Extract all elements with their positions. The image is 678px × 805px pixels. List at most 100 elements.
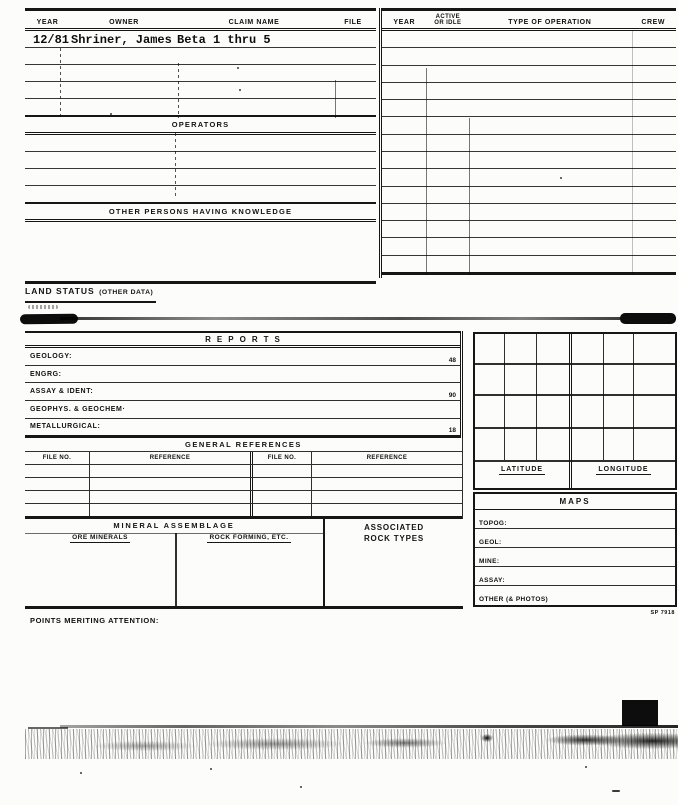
scan-speck bbox=[237, 67, 239, 69]
entry-owner: Shriner, James bbox=[71, 33, 172, 47]
scan-line-artifact bbox=[469, 118, 470, 275]
associated-rock-types-label-line1: ASSOCIATED bbox=[364, 522, 424, 532]
grid-line bbox=[475, 394, 675, 396]
maps-row-mine: MINE: bbox=[475, 548, 675, 567]
scan-line-artifact bbox=[60, 725, 678, 728]
marker-line bbox=[60, 317, 676, 320]
mineral-assemblage-left: MINERAL ASSEMBLAGE ORE MINERALS ROCK FOR… bbox=[25, 519, 323, 606]
claims-row bbox=[25, 82, 376, 99]
grid-line bbox=[504, 334, 505, 460]
general-references-row bbox=[25, 464, 462, 478]
operations-row bbox=[382, 204, 676, 222]
scan-line-artifact bbox=[426, 68, 427, 275]
operations-row bbox=[382, 83, 676, 101]
operations-row bbox=[382, 169, 676, 187]
report-row-number: 90 bbox=[448, 392, 456, 400]
operations-row bbox=[382, 187, 676, 204]
general-references-title: GENERAL REFERENCES bbox=[25, 438, 462, 452]
operations-table: YEAR ACTIVE OR IDLE TYPE OF OPERATION CR… bbox=[379, 8, 676, 278]
claims-file-header: FILE bbox=[344, 18, 362, 26]
maps-row-other: OTHER (& PHOTOS) bbox=[479, 596, 549, 603]
claims-table-header: YEAR OWNER CLAIM NAME FILE bbox=[25, 8, 376, 31]
report-row-assay: ASSAY & IDENT: 90 bbox=[25, 383, 460, 402]
operations-row bbox=[382, 117, 676, 135]
maps-row-geol: GEOL: bbox=[475, 529, 675, 548]
operators-row bbox=[25, 186, 376, 202]
report-row-number: 48 bbox=[448, 356, 456, 364]
operations-row bbox=[382, 48, 676, 66]
scan-line-artifact bbox=[175, 133, 176, 198]
report-row-geology: GEOLOGY: 48 bbox=[25, 348, 460, 366]
report-row-number: 18 bbox=[448, 426, 456, 434]
scan-line-artifact bbox=[178, 63, 179, 118]
land-status-sub-label: (OTHER DATA) bbox=[99, 289, 154, 296]
scan-speck bbox=[560, 177, 562, 179]
claims-table: YEAR OWNER CLAIM NAME FILE OPERATORS OTH… bbox=[25, 8, 376, 284]
operations-row bbox=[382, 100, 676, 118]
operations-type-header: TYPE OF OPERATION bbox=[508, 18, 592, 26]
grid-line bbox=[536, 334, 537, 460]
scan-speck bbox=[210, 768, 212, 770]
marker-blob-right bbox=[620, 313, 676, 324]
black-square-artifact bbox=[622, 700, 658, 726]
scan-smudge bbox=[28, 305, 58, 309]
claims-row bbox=[25, 48, 376, 65]
form-number: SP 7918 bbox=[650, 610, 675, 616]
latitude-longitude-divider bbox=[569, 334, 572, 488]
operations-table-header: YEAR ACTIVE OR IDLE TYPE OF OPERATION CR… bbox=[382, 8, 676, 31]
reports-section: REPORTS GEOLOGY: 48 ENGRG: ASSAY & IDENT… bbox=[25, 331, 463, 438]
land-status-label: LAND STATUS (OTHER DATA) bbox=[25, 281, 157, 303]
claims-row bbox=[25, 99, 376, 115]
operators-row bbox=[25, 152, 376, 169]
maps-section: MAPS TOPOG: GEOL: MINE: ASSAY: OTHER (& … bbox=[473, 492, 677, 607]
scan-speck bbox=[80, 772, 82, 774]
reference-header-2: REFERENCE bbox=[366, 454, 408, 461]
operations-year-header: YEAR bbox=[393, 18, 416, 26]
operators-row bbox=[25, 135, 376, 152]
other-persons-section-header: OTHER PERSONS HAVING KNOWLEDGE bbox=[25, 202, 376, 222]
file-no-header-2: FILE NO. bbox=[267, 454, 297, 461]
entry-year: 12/81 bbox=[33, 33, 70, 47]
general-references-row bbox=[25, 477, 462, 491]
operations-row bbox=[382, 135, 676, 152]
rock-forming-header: ROCK FORMING, ETC. bbox=[207, 533, 291, 543]
operations-row bbox=[382, 152, 676, 170]
operators-section-header: OPERATORS bbox=[25, 115, 376, 135]
scan-speck bbox=[110, 113, 112, 115]
mineral-assemblage-column-headers: ORE MINERALS ROCK FORMING, ETC. bbox=[25, 532, 323, 547]
claims-owner-header: OWNER bbox=[109, 18, 139, 26]
operations-row bbox=[382, 31, 676, 49]
reports-title: REPORTS bbox=[25, 331, 460, 348]
report-row-engrg: ENGRG: bbox=[25, 366, 460, 384]
latitude-label: LATITUDE bbox=[498, 466, 546, 475]
associated-rock-types-label-line2: ROCK TYPES bbox=[363, 533, 424, 543]
report-row-metallurgical: METALLURGICAL: 18 bbox=[25, 419, 460, 438]
coordinate-grid: LATITUDE LONGITUDE bbox=[473, 332, 677, 490]
scan-speck bbox=[300, 786, 302, 788]
scan-speck bbox=[612, 790, 620, 792]
grid-line bbox=[475, 460, 675, 462]
operations-row bbox=[382, 66, 676, 83]
operations-row bbox=[382, 238, 676, 256]
operations-active-header-line2: OR IDLE bbox=[434, 19, 462, 26]
general-references-row bbox=[25, 490, 462, 504]
maps-row-topog: TOPOG: bbox=[475, 510, 675, 529]
grid-line bbox=[475, 363, 675, 365]
general-references-section: GENERAL REFERENCES FILE NO. REFERENCE FI… bbox=[25, 437, 463, 519]
scan-line-artifact bbox=[632, 31, 633, 275]
lower-left-column: REPORTS GEOLOGY: 48 ENGRG: ASSAY & IDENT… bbox=[25, 331, 463, 609]
ore-minerals-header: ORE MINERALS bbox=[70, 533, 130, 543]
scan-line-artifact bbox=[28, 727, 68, 729]
general-references-row bbox=[25, 503, 462, 519]
operations-active-header-line1: ACTIVE bbox=[435, 13, 461, 20]
longitude-label: LONGITUDE bbox=[596, 466, 651, 475]
scan-noise-band bbox=[25, 729, 678, 759]
scan-speck bbox=[585, 766, 587, 768]
claims-claim-name-header: CLAIM NAME bbox=[228, 18, 280, 26]
claims-year-header: YEAR bbox=[36, 18, 59, 26]
scan-speck bbox=[239, 89, 241, 91]
operations-crew-header: CREW bbox=[641, 18, 666, 26]
claim-entry-row: 12/81 Shriner, James Beta 1 thru 5 bbox=[25, 33, 376, 47]
report-row-geophys: GEOPHYS. & GEOCHEM· bbox=[25, 401, 460, 419]
